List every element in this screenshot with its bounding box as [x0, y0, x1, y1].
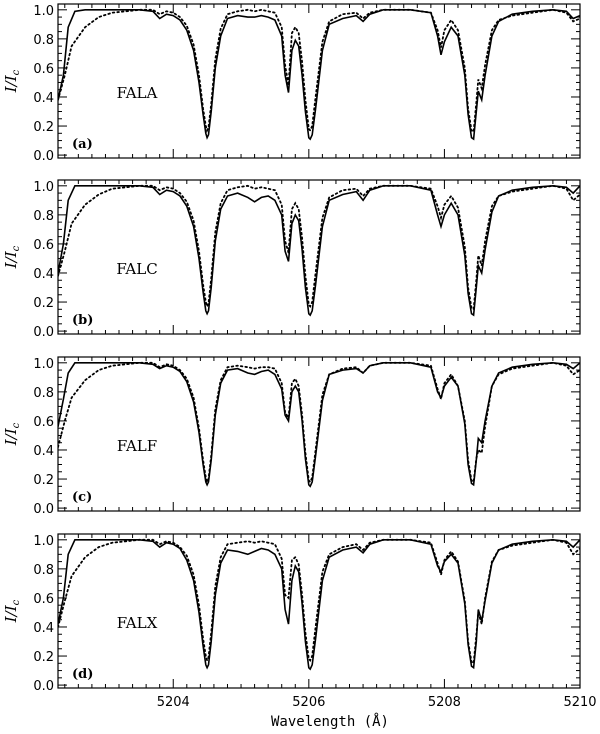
y-tick-label: 0.2 [33, 650, 54, 665]
y-axis-label: I/Ic [2, 245, 22, 269]
y-tick-label: 0.8 [33, 386, 54, 401]
y-tick-label: 0.4 [33, 444, 54, 459]
y-tick-label: 0.8 [33, 563, 54, 578]
y-tick-label: 1.0 [33, 534, 54, 549]
x-tick-label: 5204 [157, 695, 190, 710]
x-tick-label: 5208 [428, 695, 461, 710]
panel-label: (d) [72, 667, 93, 682]
series-line-dotted [58, 8, 580, 134]
y-tick-label: 1.0 [33, 357, 54, 372]
y-tick-label: 0.6 [33, 62, 54, 77]
model-label: FALX [117, 614, 158, 632]
y-tick-label: 1.0 [33, 180, 54, 195]
series-line-dotted [58, 361, 580, 485]
series-line-solid [58, 538, 580, 671]
series-line-solid [58, 184, 580, 317]
y-tick-label: 0.0 [33, 149, 54, 164]
y-axis-label: I/Ic [2, 69, 22, 93]
series-line-solid [58, 8, 580, 141]
y-tick-label: 0.6 [33, 415, 54, 430]
y-tick-label: 0.4 [33, 267, 54, 282]
panel-label: (b) [72, 313, 93, 328]
model-label: FALA [117, 84, 158, 102]
x-axis-label: Wavelength (Å) [271, 713, 389, 730]
y-tick-label: 0.2 [33, 473, 54, 488]
panel-label: (c) [72, 490, 92, 505]
y-tick-label: 0.4 [33, 621, 54, 636]
y-axis-label: I/Ic [2, 599, 22, 623]
panel-3: 0.0 0.2 0.4 0.6 0.8 1.0 I/Ic FALF (c) [2, 356, 581, 517]
x-tick-label: 5206 [292, 695, 325, 710]
model-label: FALC [116, 260, 157, 278]
panel-label: (a) [72, 137, 93, 152]
y-tick-label: 0.6 [33, 238, 54, 253]
y-tick-label: 0.4 [33, 91, 54, 106]
y-tick-label: 0.0 [33, 502, 54, 517]
plot-frame [57, 3, 581, 159]
model-label: FALF [117, 437, 157, 455]
panel-2: 0.0 0.2 0.4 0.6 0.8 1.0 I/Ic FALC (b) [2, 179, 581, 340]
panel-4: 0.0 0.2 0.4 0.6 0.8 1.0 5204 5206 5208 5210 I/Ic FA… [2, 533, 597, 710]
y-tick-label: 0.6 [33, 592, 54, 607]
plot-frame [57, 533, 581, 689]
y-tick-label: 0.0 [33, 679, 54, 694]
y-tick-label: 0.2 [33, 296, 54, 311]
y-tick-label: 0.2 [33, 120, 54, 135]
plot-frame [57, 356, 581, 512]
y-tick-label: 0.0 [33, 325, 54, 340]
plot-frame [57, 179, 581, 335]
y-tick-label: 1.0 [33, 4, 54, 19]
y-tick-label: 0.8 [33, 209, 54, 224]
panel-1: 0.0 0.2 0.4 0.6 0.8 1.0 I/Ic FALA (a) [2, 3, 581, 164]
y-tick-label: 0.8 [33, 33, 54, 48]
y-axis-label: I/Ic [2, 422, 22, 446]
series-line-dotted [58, 184, 580, 311]
series-line-dotted [58, 538, 580, 665]
x-tick-label: 5210 [563, 695, 596, 710]
panels-group: 0.00.20.40.60.81.0I/IcFALA(a)0.00.20.40.… [2, 3, 597, 710]
